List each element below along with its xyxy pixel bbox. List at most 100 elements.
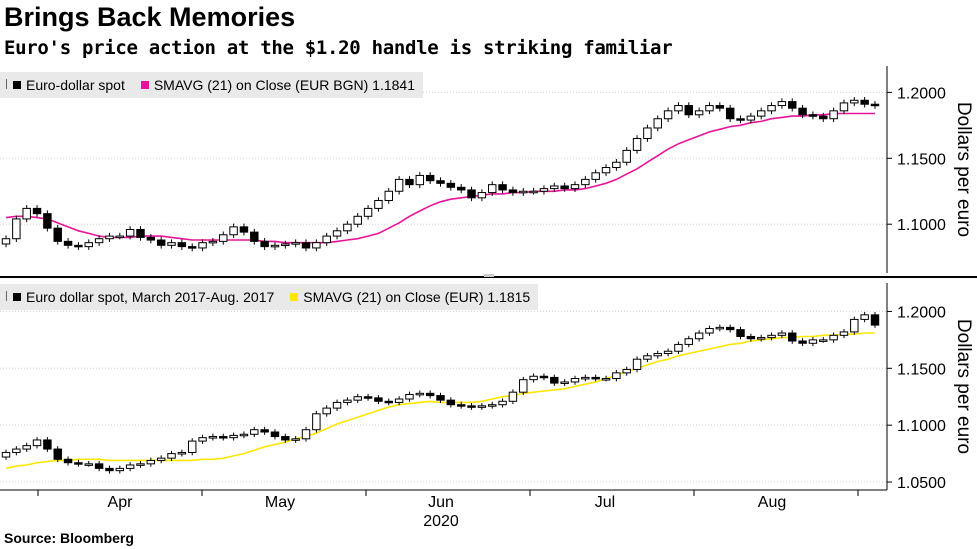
- y-tick-label: 1.1000: [897, 217, 946, 234]
- y-tick-label: 1.1000: [897, 418, 946, 435]
- candle-body: [508, 189, 518, 194]
- candle-body: [1, 451, 11, 458]
- candle-body: [601, 167, 611, 174]
- candle: [260, 238, 269, 250]
- candle-body: [746, 335, 756, 340]
- candle-body: [177, 451, 187, 455]
- candle: [653, 350, 662, 359]
- candle-body: [591, 376, 600, 380]
- candle: [436, 392, 445, 403]
- candle-body: [405, 393, 414, 400]
- candle: [746, 333, 756, 342]
- candle: [177, 449, 187, 457]
- candle-body: [312, 413, 321, 431]
- candle-body: [519, 379, 528, 393]
- candle: [829, 332, 838, 343]
- candle: [94, 235, 104, 246]
- candle: [187, 438, 197, 456]
- candle-body: [384, 400, 393, 404]
- candle: [860, 312, 869, 323]
- candle-body: [167, 453, 176, 459]
- candle-body: [301, 242, 311, 249]
- candle: [694, 330, 704, 342]
- candle-body: [715, 326, 725, 330]
- candle-body: [229, 434, 238, 439]
- candle-body: [550, 185, 559, 190]
- candle-body: [270, 431, 280, 438]
- y-tick-label: 1.1500: [897, 151, 946, 168]
- candle-body: [208, 436, 218, 439]
- candle-body: [467, 405, 476, 408]
- candle: [798, 338, 807, 347]
- candle: [136, 460, 145, 468]
- candle-body: [663, 110, 673, 120]
- candle-body: [281, 436, 290, 441]
- candle: [105, 232, 114, 243]
- candle: [177, 239, 187, 250]
- candle: [270, 242, 280, 250]
- y-axis-label: Dollars per euro: [953, 319, 974, 454]
- x-tick-label: Apr: [108, 494, 134, 511]
- candle: [74, 242, 83, 250]
- candle-body: [456, 404, 466, 407]
- candle-body: [394, 178, 404, 192]
- candle-body: [643, 127, 652, 140]
- candle: [394, 176, 404, 195]
- y-tick-label: 1.0500: [897, 475, 946, 492]
- candle: [43, 437, 52, 452]
- candle-body: [63, 458, 73, 464]
- candle: [229, 432, 238, 441]
- candle-body: [53, 448, 62, 460]
- candle: [456, 401, 466, 409]
- candle-body: [839, 331, 849, 336]
- candle-body: [156, 239, 166, 246]
- candle: [767, 102, 776, 115]
- candle-body: [550, 376, 559, 384]
- candle: [322, 232, 331, 246]
- candle: [167, 450, 176, 461]
- candle-body: [736, 329, 745, 337]
- candle-body: [177, 242, 187, 248]
- candle-body: [808, 339, 818, 344]
- candle-body: [612, 161, 621, 169]
- candle-body: [684, 338, 694, 345]
- candle-body: [788, 101, 797, 109]
- candle-legend-icon: [6, 291, 11, 301]
- candle-body: [560, 381, 569, 384]
- candle: [756, 334, 766, 342]
- candle-body: [74, 462, 83, 465]
- candle: [622, 366, 631, 376]
- x-tick-label: Jun: [428, 494, 454, 511]
- candle: [612, 158, 621, 171]
- candle-body: [519, 190, 528, 194]
- candle: [839, 99, 849, 115]
- candle: [260, 426, 269, 435]
- candle-body: [860, 99, 869, 105]
- candle: [839, 329, 849, 339]
- candle-body: [425, 174, 435, 182]
- candle: [725, 104, 735, 123]
- candle-body: [239, 433, 249, 437]
- candle: [808, 337, 818, 347]
- candle: [239, 223, 249, 236]
- candle: [591, 374, 600, 382]
- candle-body: [601, 378, 611, 381]
- candle-body: [705, 105, 714, 112]
- legend-top: Euro-dollar spot SMAVG (21) on Close (EU…: [0, 72, 423, 98]
- candle-body: [353, 215, 362, 225]
- candle: [581, 176, 590, 188]
- series-swatch: [13, 293, 21, 301]
- candle-body: [343, 223, 352, 232]
- candle-body: [94, 463, 104, 469]
- candle-body: [570, 184, 580, 190]
- candle: [684, 102, 694, 119]
- candle: [756, 107, 766, 120]
- legend-series-label: Euro-dollar spot: [26, 77, 125, 93]
- candle: [125, 462, 135, 472]
- candle: [829, 107, 838, 123]
- candle: [363, 393, 373, 401]
- candle: [850, 316, 859, 335]
- candle-body: [777, 101, 787, 107]
- candle: [477, 402, 487, 410]
- candle: [601, 375, 611, 382]
